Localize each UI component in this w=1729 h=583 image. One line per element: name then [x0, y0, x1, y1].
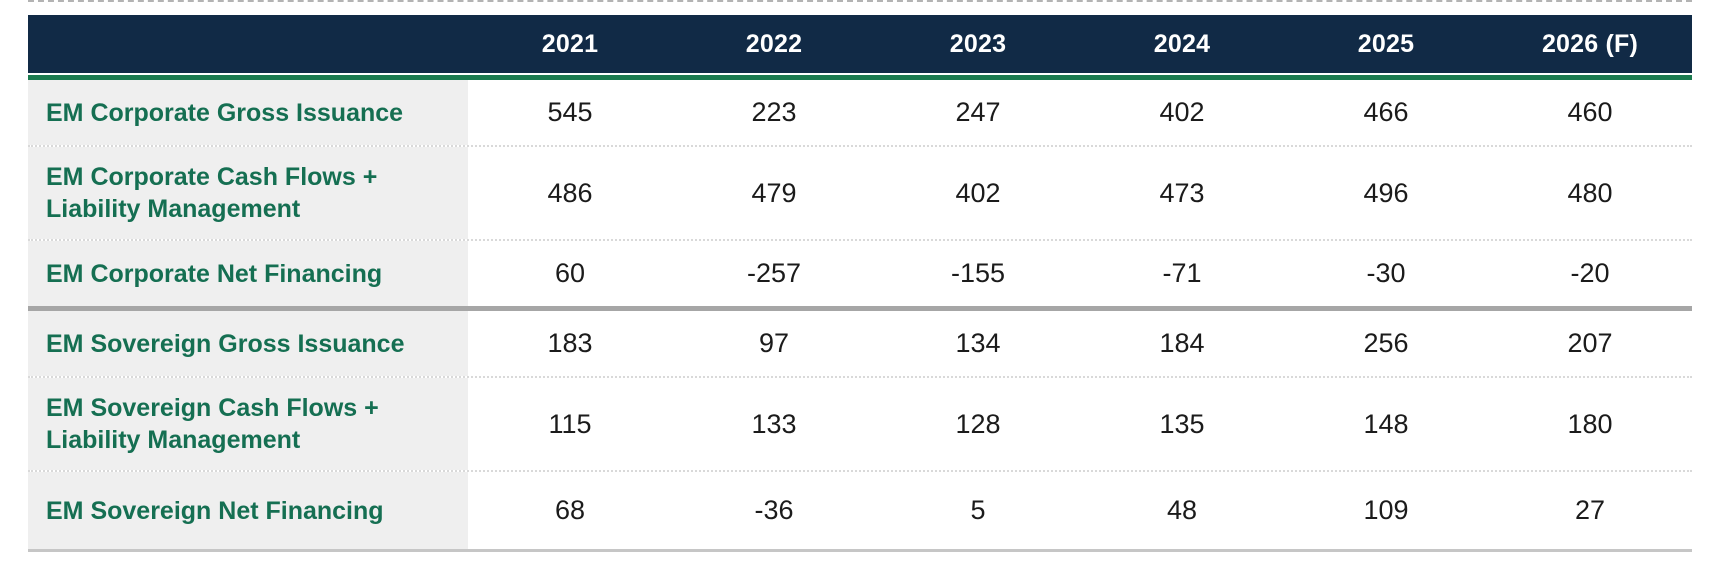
value-cell: 148	[1363, 408, 1409, 439]
value-cell: 402	[1159, 97, 1205, 127]
value-cell: 5	[970, 495, 986, 525]
column-header-2024: 2024	[1153, 29, 1211, 58]
value-cell: 97	[758, 328, 790, 358]
column-header-2023: 2023	[949, 29, 1007, 58]
value-cell: 134	[955, 328, 1001, 358]
value-cell: 480	[1567, 177, 1613, 208]
table-row: EM Corporate Gross Issuance 545 223 247 …	[28, 80, 1692, 145]
value-cell: 135	[1159, 408, 1205, 439]
table-row: EM Corporate Cash Flows + Liability Mana…	[28, 145, 1692, 239]
value-cell: 183	[547, 328, 593, 358]
column-header-2026-f: 2026 (F)	[1541, 29, 1639, 58]
value-cell: 247	[955, 97, 1001, 127]
table-header-row: 2021 2022 2023 2024 2025 2026 (F)	[28, 15, 1692, 73]
column-header-2021: 2021	[541, 29, 599, 58]
section-divider	[28, 306, 1692, 311]
value-cell: 128	[955, 408, 1001, 439]
value-cell: -30	[1366, 258, 1406, 288]
table-bottom-rule	[28, 549, 1692, 552]
value-cell: -36	[754, 495, 794, 525]
value-cell: 109	[1363, 495, 1409, 525]
column-header-2025: 2025	[1357, 29, 1415, 58]
value-cell: 460	[1567, 97, 1613, 127]
row-label: EM Corporate Gross Issuance	[28, 80, 468, 145]
value-cell: 479	[751, 177, 797, 208]
value-cell: 545	[547, 97, 593, 127]
value-cell: -71	[1162, 258, 1202, 288]
value-cell: 466	[1363, 97, 1409, 127]
value-cell: -155	[950, 258, 1006, 288]
value-cell: 486	[547, 177, 593, 208]
table-row: EM Corporate Net Financing 60 -257 -155 …	[28, 239, 1692, 306]
table-row: EM Sovereign Cash Flows + Liability Mana…	[28, 376, 1692, 470]
value-cell: 473	[1159, 177, 1205, 208]
value-cell: 184	[1159, 328, 1205, 358]
value-cell: 115	[548, 408, 592, 439]
value-cell: 256	[1363, 328, 1409, 358]
value-cell: -20	[1570, 258, 1610, 288]
table-row: EM Sovereign Net Financing 68 -36 5 48 1…	[28, 470, 1692, 549]
row-label: EM Sovereign Gross Issuance	[28, 311, 468, 376]
value-cell: -257	[746, 258, 802, 288]
value-cell: 207	[1567, 328, 1613, 358]
value-cell: 496	[1363, 177, 1409, 208]
header-accent-rule	[28, 75, 1692, 80]
column-header-2022: 2022	[745, 29, 803, 58]
value-cell: 60	[554, 258, 586, 288]
table-row: EM Sovereign Gross Issuance 183 97 134 1…	[28, 311, 1692, 376]
value-cell: 48	[1166, 495, 1198, 525]
row-label: EM Sovereign Net Financing	[28, 472, 468, 549]
value-cell: 133	[751, 408, 797, 439]
em-issuance-table: 2021 2022 2023 2024 2025 2026 (F) EM Cor…	[28, 0, 1692, 552]
row-label: EM Corporate Net Financing	[28, 241, 468, 306]
row-label: EM Corporate Cash Flows + Liability Mana…	[28, 147, 468, 239]
value-cell: 180	[1567, 408, 1613, 439]
value-cell: 223	[751, 97, 797, 127]
value-cell: 68	[554, 495, 586, 525]
value-cell: 27	[1574, 495, 1606, 525]
value-cell: 402	[955, 177, 1001, 208]
row-label: EM Sovereign Cash Flows + Liability Mana…	[28, 378, 468, 470]
